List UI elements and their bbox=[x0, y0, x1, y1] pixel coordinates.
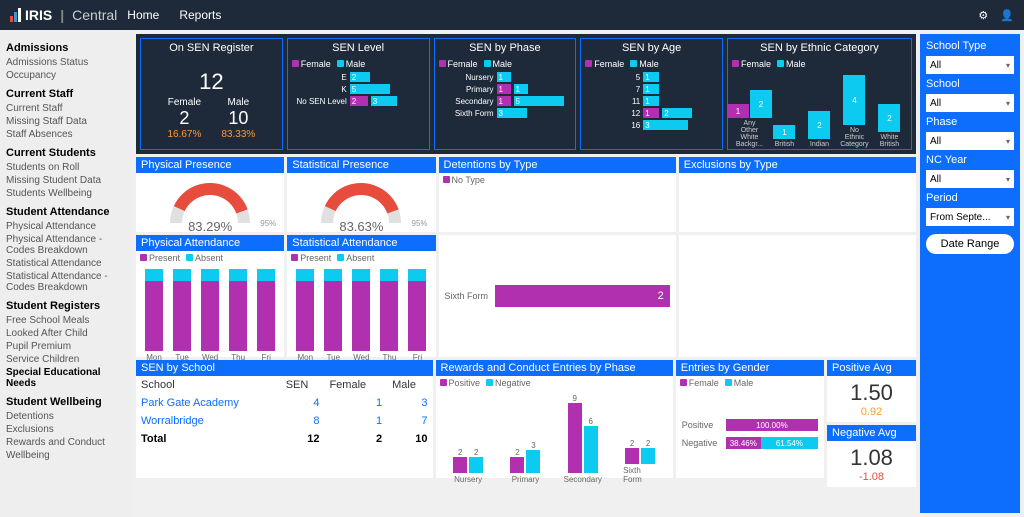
sidebar-item[interactable]: Physical Attendance bbox=[6, 220, 126, 233]
sidebar-item[interactable]: Missing Student Data bbox=[6, 174, 126, 187]
sidebar: Admissions Admissions StatusOccupancy Curr… bbox=[0, 30, 132, 517]
sidebar-item[interactable]: Statistical Attendance bbox=[6, 257, 126, 270]
physical-presence-panel: Physical Presence 83.29%95% bbox=[136, 157, 284, 232]
sidebar-item[interactable]: Staff Absences bbox=[6, 128, 126, 141]
logo: IRIS | Central bbox=[10, 7, 117, 23]
exclusions-panel: Exclusions by Type bbox=[679, 157, 916, 232]
brand-sub: Central bbox=[72, 7, 117, 23]
filters-panel: School Type All▾ School All▾ Phase All▾ NC Yea… bbox=[920, 34, 1020, 513]
sidebar-item[interactable]: Wellbeing bbox=[6, 449, 126, 462]
sidebar-item[interactable]: Students Wellbeing bbox=[6, 187, 126, 200]
rewards-panel: Rewards and Conduct Entries by PhasePosi… bbox=[436, 360, 673, 478]
gear-icon[interactable]: ⚙ bbox=[978, 9, 988, 22]
sen-age-card: SEN by AgeFemaleMale51711111212163 bbox=[580, 38, 723, 150]
entries-gender-panel: Entries by GenderFemaleMalePositive100.0… bbox=[676, 360, 824, 478]
logo-sep: | bbox=[60, 7, 64, 23]
negative-avg-panel: Negative Avg 1.08-1.08 bbox=[827, 425, 916, 487]
sidebar-item[interactable]: Students on Roll bbox=[6, 161, 126, 174]
logo-icon bbox=[10, 8, 21, 22]
sidebar-group[interactable]: Admissions bbox=[6, 42, 126, 54]
sen-ethnic-card: SEN by Ethnic CategoryFemaleMale12Any Ot… bbox=[727, 38, 912, 150]
on-sen-register-card: On SEN Register 12 Female216.67% Male108… bbox=[140, 38, 283, 150]
sen-level-card: SEN LevelFemaleMaleE2K5No SEN Level23 bbox=[287, 38, 430, 150]
sidebar-item[interactable]: Pupil Premium bbox=[6, 340, 126, 353]
total-value: 12 bbox=[199, 69, 223, 95]
filter-select[interactable]: All▾ bbox=[926, 94, 1014, 112]
sidebar-group[interactable]: Current Staff bbox=[6, 88, 126, 100]
sidebar-item[interactable]: Current Staff bbox=[6, 102, 126, 115]
nav-reports[interactable]: Reports bbox=[179, 8, 221, 22]
sidebar-item[interactable]: Exclusions bbox=[6, 423, 126, 436]
sidebar-item[interactable]: Detentions bbox=[6, 410, 126, 423]
sidebar-item[interactable]: Rewards and Conduct bbox=[6, 436, 126, 449]
exclusions-body-panel bbox=[679, 235, 916, 357]
physical-attendance-panel: Physical AttendancePresentAbsentMonTueWe… bbox=[136, 235, 284, 357]
sidebar-item[interactable]: Admissions Status bbox=[6, 56, 126, 69]
filter-label: Period bbox=[926, 192, 1014, 204]
filter-label: NC Year bbox=[926, 154, 1014, 166]
detentions-panel: Detentions by Type No Type bbox=[439, 157, 676, 232]
sidebar-item[interactable]: Physical Attendance - Codes Breakdown bbox=[6, 233, 126, 257]
sidebar-item[interactable]: Missing Staff Data bbox=[6, 115, 126, 128]
filter-select[interactable]: All▾ bbox=[926, 56, 1014, 74]
topbar: IRIS | Central Home Reports ⚙ 👤 bbox=[0, 0, 1024, 30]
detention-bar: 2 bbox=[495, 285, 670, 307]
detention-bar-panel: Sixth Form 2 bbox=[439, 235, 676, 357]
filter-select[interactable]: From Septe...▾ bbox=[926, 208, 1014, 226]
user-icon[interactable]: 👤 bbox=[1000, 9, 1014, 22]
sidebar-item[interactable]: Service Children bbox=[6, 353, 126, 366]
sidebar-item[interactable]: Statistical Attendance - Codes Breakdown bbox=[6, 270, 126, 294]
statistical-attendance-panel: Statistical AttendancePresentAbsentMonTu… bbox=[287, 235, 435, 357]
sen-phase-card: SEN by PhaseFemaleMaleNursery1Primary11S… bbox=[434, 38, 577, 150]
sidebar-item[interactable]: Looked After Child bbox=[6, 327, 126, 340]
filter-select[interactable]: All▾ bbox=[926, 132, 1014, 150]
statistical-presence-panel: Statistical Presence 83.63%95% bbox=[287, 157, 435, 232]
sidebar-group[interactable]: Student Attendance bbox=[6, 206, 126, 218]
sidebar-item[interactable]: Occupancy bbox=[6, 69, 126, 82]
sidebar-item[interactable]: Free School Meals bbox=[6, 314, 126, 327]
filter-label: School bbox=[926, 78, 1014, 90]
sen-summary-row: On SEN Register 12 Female216.67% Male108… bbox=[136, 34, 916, 154]
filter-label: School Type bbox=[926, 40, 1014, 52]
sidebar-item[interactable]: Special Educational Needs bbox=[6, 366, 126, 390]
sidebar-group[interactable]: Current Students bbox=[6, 147, 126, 159]
sidebar-group[interactable]: Student Wellbeing bbox=[6, 396, 126, 408]
brand-name: IRIS bbox=[25, 7, 52, 23]
nav-home[interactable]: Home bbox=[127, 8, 159, 22]
filter-select[interactable]: All▾ bbox=[926, 170, 1014, 188]
card-title: On SEN Register bbox=[141, 39, 282, 57]
positive-avg-panel: Positive Avg 1.500.92 bbox=[827, 360, 916, 422]
sidebar-group[interactable]: Student Registers bbox=[6, 300, 126, 312]
date-range-button[interactable]: Date Range bbox=[926, 234, 1014, 254]
filter-label: Phase bbox=[926, 116, 1014, 128]
sen-by-school-panel: SEN by SchoolSchoolSENFemaleMalePark Gat… bbox=[136, 360, 433, 478]
